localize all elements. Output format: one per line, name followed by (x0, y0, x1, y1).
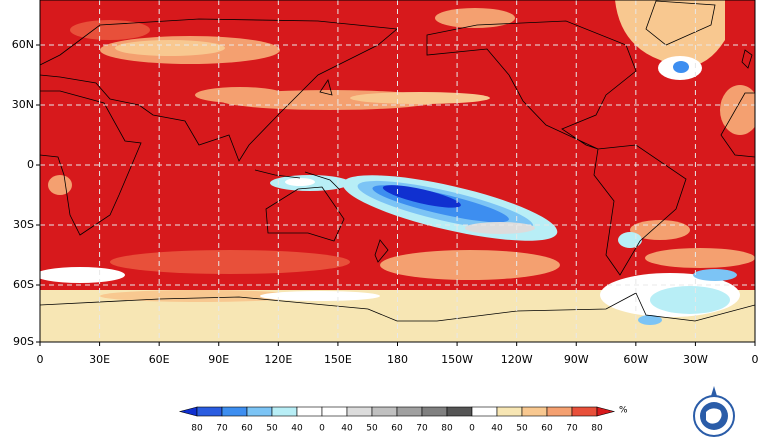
lon-label: 60E (149, 353, 170, 366)
lon-label: 90E (208, 353, 229, 366)
colorbar-box (421, 406, 448, 417)
map-field (40, 0, 755, 342)
colorbar-label: 50 (516, 424, 528, 434)
lon-label: 120E (264, 353, 292, 366)
colorbar-box (496, 406, 523, 417)
colorbar-arrow-low (178, 406, 198, 417)
colorbar-label: 40 (291, 424, 303, 434)
colorbar-box (546, 406, 573, 417)
colorbar-label: 80 (591, 424, 603, 434)
lat-label: 60S (13, 278, 34, 291)
colorbar-box (471, 406, 498, 417)
colorbar-label: 60 (541, 424, 553, 434)
lon-label: 0 (37, 353, 44, 366)
colorbar-box (296, 406, 323, 417)
wmo-logo (693, 386, 735, 437)
lat-label: 0 (27, 158, 34, 171)
lon-label: 150W (441, 353, 473, 366)
lat-label: 30N (12, 98, 34, 111)
colorbar-label: 0 (319, 424, 325, 434)
colorbar-unit: % (619, 406, 628, 416)
colorbar-box (371, 406, 398, 417)
colorbar-box (196, 406, 223, 417)
colorbar-box (446, 406, 473, 417)
colorbar-box (321, 406, 348, 417)
lat-label: 90S (13, 335, 34, 348)
colorbar-box (221, 406, 248, 417)
colorbar-box (346, 406, 373, 417)
lon-label: 30W (683, 353, 708, 366)
colorbar: 80 70 60 50 40 0 40 50 60 70 80 0 40 50 60 70 80% (178, 406, 628, 434)
colorbar-label: 40 (341, 424, 353, 434)
lon-label: 60W (623, 353, 648, 366)
colorbar-label: 50 (366, 424, 378, 434)
lon-label: 0 (752, 353, 759, 366)
colorbar-label: 50 (266, 424, 278, 434)
lon-label: 120W (501, 353, 533, 366)
lon-label: 150E (324, 353, 352, 366)
colorbar-label: 60 (241, 424, 253, 434)
lon-label: 90W (564, 353, 589, 366)
colorbar-box (521, 406, 548, 417)
lon-label: 180 (387, 353, 408, 366)
colorbar-box (246, 406, 273, 417)
lon-label: 30E (89, 353, 110, 366)
colorbar-label: 80 (441, 424, 453, 434)
colorbar-label: 0 (469, 424, 475, 434)
colorbar-arrow-high (596, 406, 616, 417)
colorbar-box (271, 406, 298, 417)
colorbar-label: 80 (191, 424, 203, 434)
colorbar-label: 60 (391, 424, 403, 434)
colorbar-label: 40 (491, 424, 503, 434)
lat-label: 30S (13, 218, 34, 231)
colorbar-label: 70 (566, 424, 578, 434)
graticule (40, 0, 755, 342)
colorbar-box (571, 406, 598, 417)
lat-label: 60N (12, 38, 34, 51)
colorbar-label: 70 (416, 424, 428, 434)
colorbar-label: 70 (216, 424, 228, 434)
colorbar-box (396, 406, 423, 417)
